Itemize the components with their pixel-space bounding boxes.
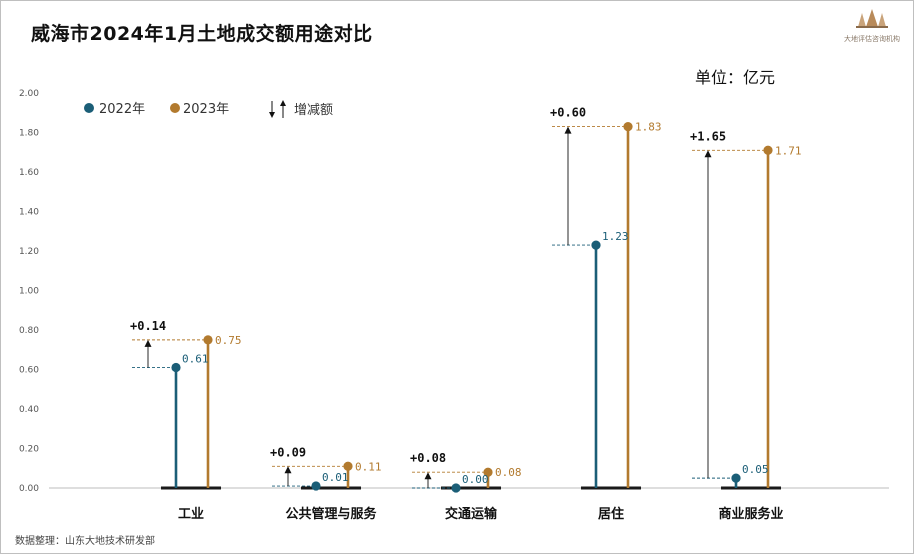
delta-arrow-head <box>564 126 572 134</box>
value-label-2023: 1.83 <box>635 121 662 134</box>
chart-title: 威海市2024年1月土地成交额用途对比 <box>31 23 373 45</box>
category-label: 交通运输 <box>445 506 498 522</box>
delta-label: +0.08 <box>410 451 446 465</box>
legend-2022-marker <box>84 103 94 113</box>
point-2023 <box>623 121 633 132</box>
y-tick-label: 0.60 <box>19 366 39 376</box>
delta-arrow-head <box>144 339 152 347</box>
delta-label: +1.65 <box>690 129 726 143</box>
y-tick-label: 1.40 <box>19 208 39 218</box>
value-label-2022: 0.01 <box>322 471 349 484</box>
point-2022 <box>451 483 461 493</box>
logo-mark-icon <box>856 9 888 28</box>
value-label-2023: 1.71 <box>775 144 802 157</box>
value-label-2023: 0.11 <box>355 460 382 473</box>
value-label-2023: 0.75 <box>215 334 242 347</box>
value-label-2022: 0.00 <box>462 473 489 486</box>
data-source: 数据整理：山东大地技术研发部 <box>15 536 155 547</box>
y-tick-label: 1.20 <box>19 247 39 257</box>
value-label-2022: 0.61 <box>182 353 209 366</box>
category-label: 工业 <box>178 506 204 522</box>
point-2022 <box>311 481 321 491</box>
logo-text: 大地评估咨询机构 <box>844 35 900 43</box>
y-tick-label: 1.60 <box>19 168 39 178</box>
legend-up-arrow-icon <box>280 100 286 106</box>
category-base-bar <box>581 486 641 490</box>
delta-label: +0.14 <box>130 319 166 333</box>
point-2023 <box>483 467 493 477</box>
category-label: 居住 <box>598 506 624 522</box>
point-2023 <box>203 335 213 345</box>
unit-label: 单位：亿元 <box>695 68 776 87</box>
delta-label: +0.60 <box>550 106 586 120</box>
legend-down-arrow-icon <box>269 112 275 118</box>
category-label: 公共管理与服务 <box>285 506 377 522</box>
delta-arrow-head <box>284 466 292 474</box>
legend-delta-label: 增减额 <box>294 103 333 118</box>
delta-arrow-head <box>704 150 712 158</box>
y-tick-label: 0.80 <box>19 326 39 336</box>
category-base-bar <box>161 486 221 490</box>
value-label-2022: 0.05 <box>742 463 769 476</box>
y-tick-label: 1.80 <box>19 129 39 139</box>
point-2022 <box>731 473 741 483</box>
value-label-2023: 0.08 <box>495 466 522 479</box>
category-base-bar <box>301 486 361 490</box>
legend-2022-label: 2022年 <box>99 102 145 117</box>
legend-2023-marker <box>170 103 180 113</box>
y-tick-label: 2.00 <box>19 89 39 99</box>
category-base-bar <box>441 486 501 490</box>
y-tick-label: 0.00 <box>19 484 39 494</box>
y-tick-label: 1.00 <box>19 287 39 297</box>
delta-label: +0.09 <box>270 445 306 459</box>
category-label: 商业服务业 <box>718 506 783 522</box>
legend-2023-label: 2023年 <box>183 102 229 117</box>
point-2023 <box>763 145 773 155</box>
point-2022 <box>171 362 181 373</box>
y-tick-label: 0.40 <box>19 405 39 415</box>
delta-arrow-head <box>424 472 432 480</box>
point-2023 <box>343 461 353 471</box>
point-2022 <box>591 240 601 250</box>
logo: 大地评估咨询机构 <box>839 7 905 43</box>
value-label-2022: 1.23 <box>602 230 629 243</box>
y-tick-label: 0.20 <box>19 445 39 455</box>
category-base-bar <box>721 486 781 490</box>
